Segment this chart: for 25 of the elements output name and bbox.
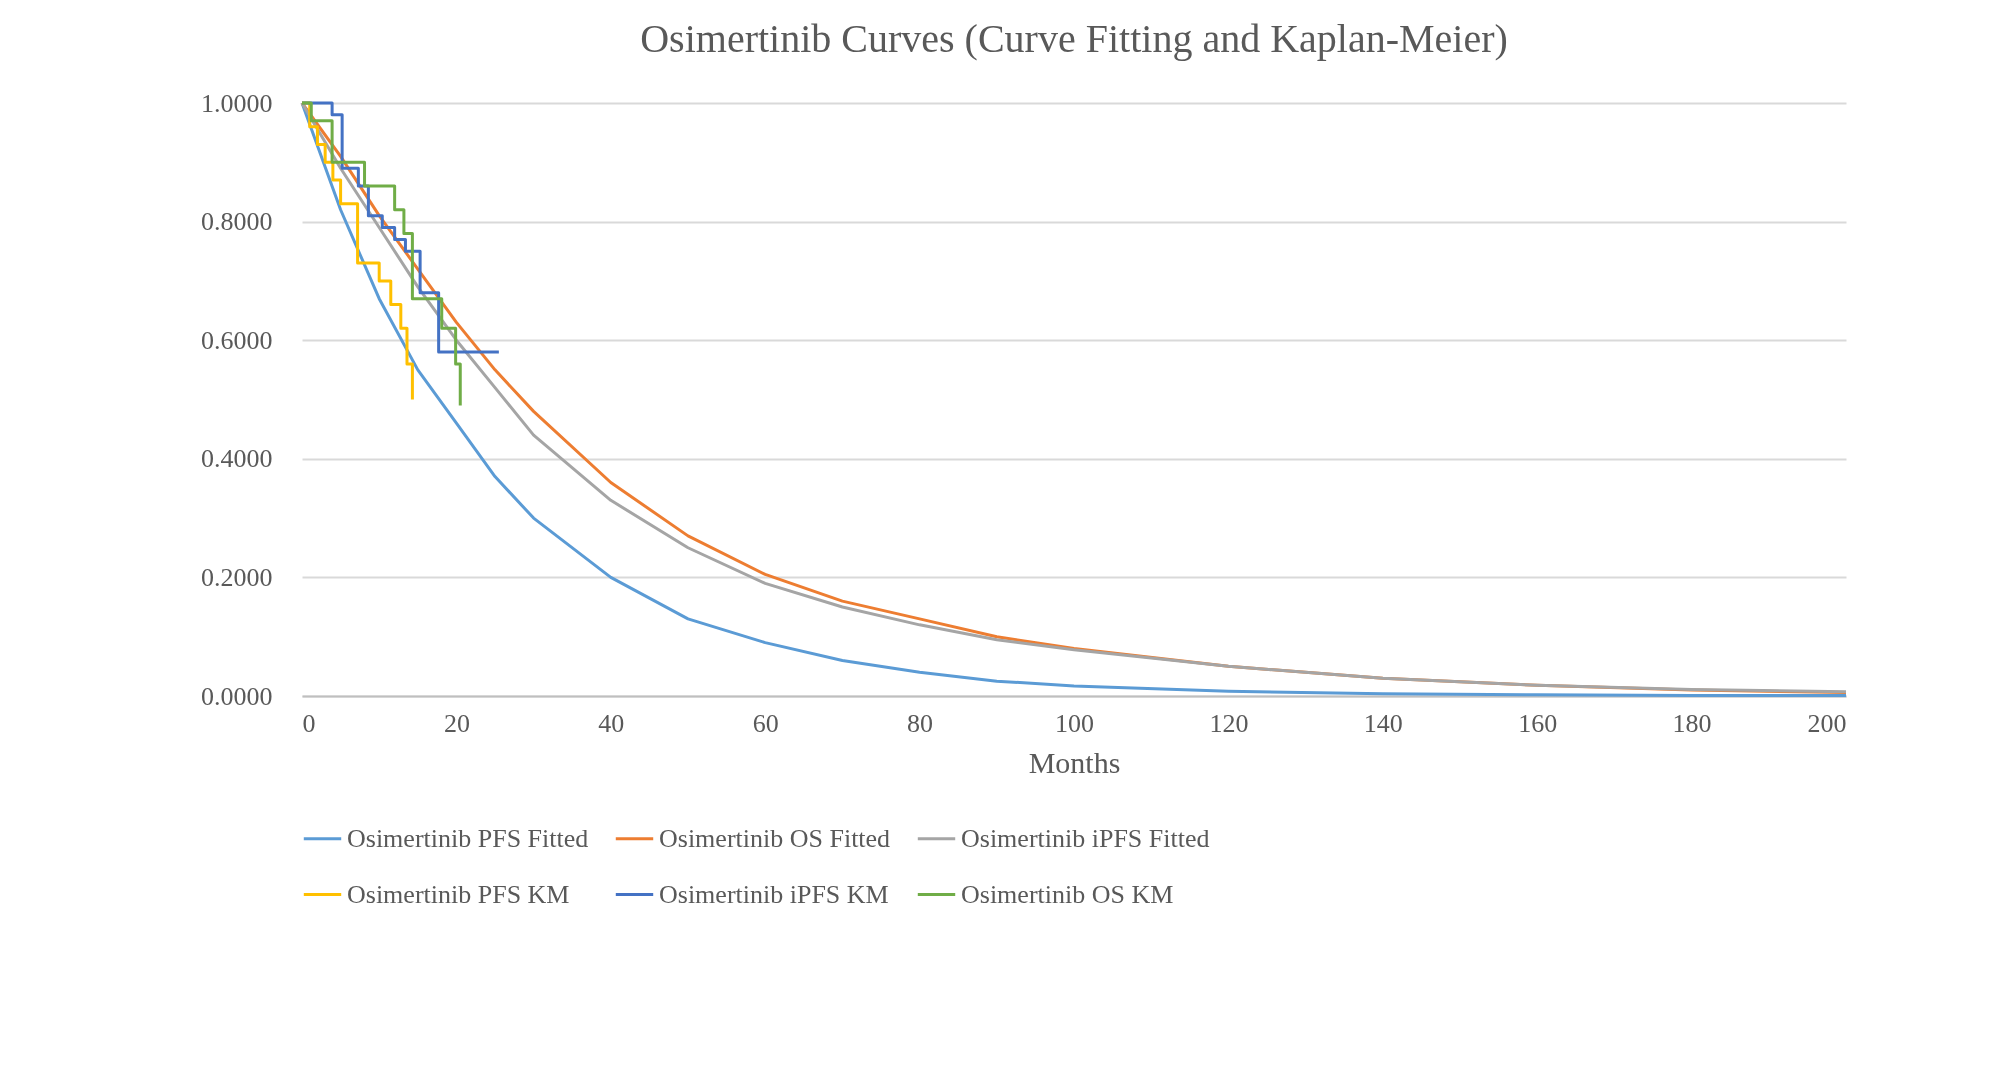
legend-label: Osimertinib PFS KM bbox=[347, 879, 570, 909]
x-tick-label: 120 bbox=[1209, 708, 1249, 738]
x-tick-label: 0 bbox=[302, 708, 316, 738]
legend-label: Osimertinib iPFS KM bbox=[659, 879, 889, 909]
y-tick-label: 0.8000 bbox=[201, 207, 273, 237]
legend-label: Osimertinib OS KM bbox=[961, 879, 1174, 909]
x-tick-label: 140 bbox=[1363, 708, 1403, 738]
x-tick-label: 200 bbox=[1807, 708, 1847, 738]
y-tick-label: 1.0000 bbox=[201, 88, 273, 118]
legend-label: Osimertinib iPFS Fitted bbox=[961, 823, 1210, 853]
y-tick-label: 0.4000 bbox=[201, 444, 273, 474]
x-tick-label: 160 bbox=[1518, 708, 1558, 738]
legend-label: Osimertinib PFS Fitted bbox=[347, 823, 589, 853]
x-tick-label: 60 bbox=[752, 708, 779, 738]
x-axis-title: Months bbox=[1028, 745, 1121, 779]
chart-title: Osimertinib Curves (Curve Fitting and Kaplan-Meier) bbox=[640, 16, 1508, 61]
x-tick-label: 80 bbox=[907, 708, 934, 738]
x-tick-label: 180 bbox=[1672, 708, 1712, 738]
x-tick-label: 20 bbox=[443, 708, 470, 738]
y-tick-label: 0.6000 bbox=[201, 325, 273, 355]
y-tick-label: 0.2000 bbox=[201, 562, 273, 592]
legend-label: Osimertinib OS Fitted bbox=[659, 823, 891, 853]
y-tick-label: 0.0000 bbox=[201, 681, 273, 711]
x-tick-label: 100 bbox=[1055, 708, 1094, 738]
x-tick-label: 40 bbox=[598, 708, 625, 738]
